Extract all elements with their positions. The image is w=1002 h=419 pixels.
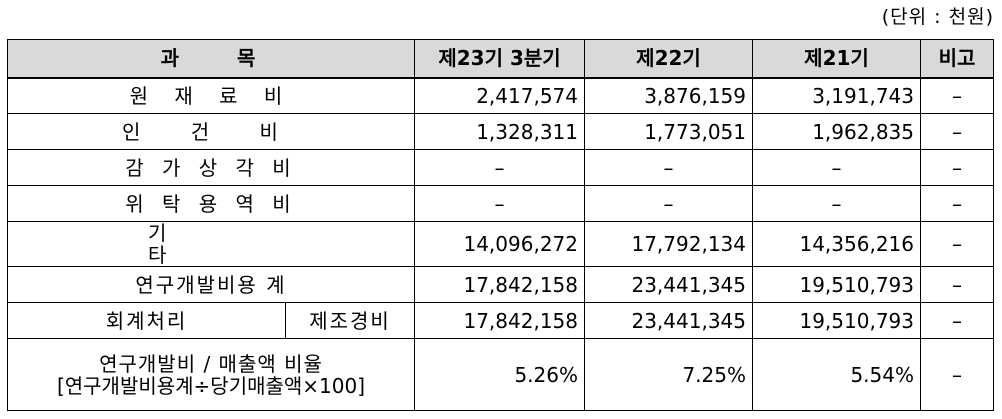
ratio-label-line1: 연구개발비 / 매출액 비율: [99, 351, 323, 376]
cell-value: 1,773,051: [584, 113, 753, 150]
table-row: 회계처리 제조경비 17,842,158 23,441,345 19,510,7…: [7, 302, 994, 339]
cell-note: –: [920, 302, 994, 339]
ratio-value: 5.26%: [414, 338, 585, 411]
table-row: 감 가 상 각 비 – – – –: [7, 149, 994, 186]
cell-value: 1,328,311: [414, 113, 585, 150]
cell-value: –: [414, 149, 585, 186]
row-label-left: 기: [148, 221, 167, 245]
cell-value: –: [584, 149, 753, 186]
table-row: 기타 14,096,272 17,792,134 14,356,216 –: [7, 221, 994, 267]
table-row: 인 건 비 1,328,311 1,773,051 1,962,835 –: [7, 113, 994, 150]
cell-note: –: [920, 113, 994, 150]
header-period-23q3: 제23기 3분기: [414, 39, 585, 79]
ratio-note: –: [920, 338, 994, 411]
row-label: 위 탁 용 역 비: [7, 185, 415, 222]
cell-value: 17,842,158: [414, 266, 585, 303]
rnd-expense-table: 과 목 제23기 3분기 제22기 제21기 비고 원 재 료 비 2,417,…: [7, 39, 994, 411]
cell-value: 14,096,272: [414, 221, 585, 267]
cell-value: –: [752, 185, 921, 222]
cell-value: –: [414, 185, 585, 222]
cell-note: –: [920, 185, 994, 222]
row-sub-label: 제조경비: [285, 302, 415, 339]
cell-value: 3,191,743: [752, 77, 921, 114]
cell-value: –: [752, 149, 921, 186]
cell-value: 19,510,793: [752, 266, 921, 303]
header-note: 비고: [920, 39, 994, 79]
unit-note: (단위 : 천원): [881, 6, 994, 28]
row-label: 감 가 상 각 비: [7, 149, 415, 186]
cell-value: 17,792,134: [584, 221, 753, 267]
row-label: 연구개발비용 계: [7, 266, 415, 303]
cell-value: 19,510,793: [752, 302, 921, 339]
cell-value: 1,962,835: [752, 113, 921, 150]
ratio-row: 연구개발비 / 매출액 비율 [연구개발비용계÷당기매출액×100] 5.26%…: [7, 338, 994, 411]
cell-note: –: [920, 266, 994, 303]
cell-value: 17,842,158: [414, 302, 585, 339]
row-label-right: 타: [148, 243, 167, 267]
table-row: 원 재 료 비 2,417,574 3,876,159 3,191,743 –: [7, 77, 994, 114]
cell-note: –: [920, 77, 994, 114]
row-label: 인 건 비: [7, 113, 415, 150]
table-row: 위 탁 용 역 비 – – – –: [7, 185, 994, 222]
header-period-21: 제21기: [752, 39, 921, 79]
ratio-label: 연구개발비 / 매출액 비율 [연구개발비용계÷당기매출액×100]: [7, 338, 415, 411]
ratio-label-line2: [연구개발비용계÷당기매출액×100]: [56, 373, 366, 398]
cell-value: 23,441,345: [584, 266, 753, 303]
cell-note: –: [920, 149, 994, 186]
cell-value: 14,356,216: [752, 221, 921, 267]
ratio-value: 7.25%: [584, 338, 753, 411]
cell-value: 23,441,345: [584, 302, 753, 339]
header-row: 과 목 제23기 3분기 제22기 제21기 비고: [7, 39, 994, 79]
ratio-value: 5.54%: [752, 338, 921, 411]
row-label: 기타: [7, 221, 415, 267]
cell-value: –: [584, 185, 753, 222]
header-period-22: 제22기: [584, 39, 753, 79]
row-label: 원 재 료 비: [7, 77, 415, 114]
cell-value: 2,417,574: [414, 77, 585, 114]
header-account: 과 목: [7, 39, 415, 79]
table-row: 연구개발비용 계 17,842,158 23,441,345 19,510,79…: [7, 266, 994, 303]
row-label: 회계처리: [7, 302, 286, 339]
cell-value: 3,876,159: [584, 77, 753, 114]
cell-note: –: [920, 221, 994, 267]
